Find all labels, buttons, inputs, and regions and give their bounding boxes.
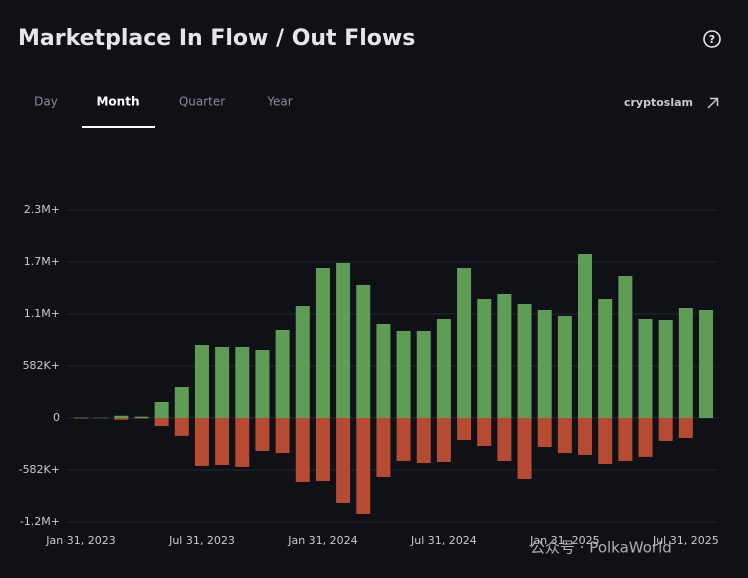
bar [154, 418, 169, 427]
bar [477, 298, 492, 418]
bar [315, 267, 330, 418]
bar [376, 418, 391, 477]
panel-title: Marketplace In Flow / Out Flows [18, 26, 415, 51]
bar [376, 324, 391, 418]
bar [658, 319, 673, 418]
bar [194, 418, 209, 466]
bar [517, 418, 532, 480]
source-link[interactable]: cryptoslam [624, 96, 693, 109]
bar [638, 418, 653, 457]
bar [134, 416, 149, 418]
y-tick-label: 0 [53, 411, 60, 424]
y-tick-label: 1.1M+ [24, 307, 60, 320]
watermark: 公众号 · PolkaWorld [530, 539, 672, 557]
bar [678, 308, 693, 418]
bar [557, 418, 572, 454]
bar [396, 418, 411, 461]
bar [638, 319, 653, 418]
y-tick-label: 2.3M+ [24, 203, 60, 216]
bar [235, 418, 250, 467]
x-tick-label: Jul 31, 2023 [168, 534, 235, 547]
bar [416, 330, 431, 418]
help-icon[interactable]: ? [703, 30, 721, 48]
bar [315, 418, 330, 481]
bar [497, 418, 512, 461]
bar [235, 346, 250, 418]
y-tick-label: -582K+ [19, 463, 60, 476]
bar [578, 418, 593, 455]
bar [517, 303, 532, 418]
bar [618, 418, 633, 461]
bar [114, 415, 129, 418]
bar [275, 329, 290, 418]
svg-text:?: ? [709, 33, 715, 46]
bar [578, 254, 593, 418]
tab[interactable]: Day [34, 95, 58, 109]
bar [658, 418, 673, 441]
x-tick-label: Jan 31, 2023 [45, 534, 115, 547]
bar [699, 309, 713, 418]
bar [436, 319, 451, 418]
bar [114, 418, 129, 420]
bar [457, 418, 472, 440]
bar [174, 386, 189, 418]
bar [396, 330, 411, 418]
bar [295, 418, 310, 482]
bar [356, 418, 371, 514]
bar [336, 418, 351, 503]
y-tick-label: 1.7M+ [24, 255, 60, 268]
bar [336, 262, 351, 418]
bar [537, 309, 552, 418]
bar [215, 418, 230, 465]
bar [678, 418, 693, 439]
bar [457, 267, 472, 418]
x-tick-label: Jul 31, 2025 [652, 534, 719, 547]
bar [255, 350, 270, 418]
tab-underline [82, 126, 155, 128]
bar [255, 418, 270, 451]
bar [416, 418, 431, 464]
x-tick-label: Jan 31, 2025 [529, 534, 599, 547]
x-tick-label: Jan 31, 2024 [287, 534, 357, 547]
y-tick-label: -1.2M+ [20, 515, 60, 528]
bar [497, 293, 512, 418]
tab[interactable]: Year [266, 95, 292, 109]
bar [598, 298, 613, 418]
x-tick-label: Jul 31, 2024 [410, 534, 477, 547]
bar [295, 306, 310, 418]
tab[interactable]: Quarter [179, 95, 225, 109]
bar [154, 402, 169, 418]
bar [275, 418, 290, 454]
bar [557, 315, 572, 418]
bar [436, 418, 451, 462]
bar [598, 418, 613, 465]
bar [194, 345, 209, 418]
bar [356, 284, 371, 418]
bar [618, 276, 633, 418]
link-arrow [707, 97, 719, 109]
y-tick-label: 582K+ [23, 359, 60, 372]
bar [477, 418, 492, 446]
tab[interactable]: Month [96, 95, 139, 109]
bar [174, 418, 189, 436]
bar [215, 346, 230, 418]
bar [537, 418, 552, 448]
